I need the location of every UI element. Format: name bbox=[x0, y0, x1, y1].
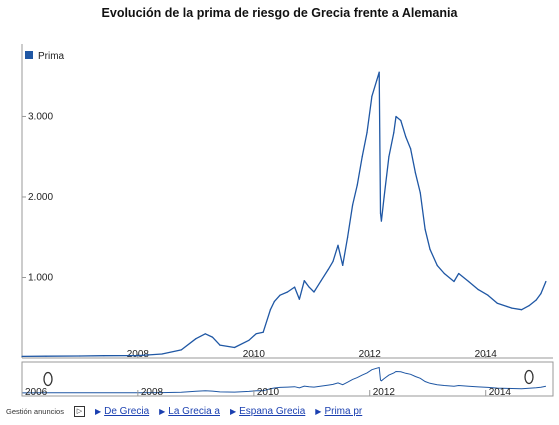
data-point bbox=[294, 286, 296, 288]
data-point bbox=[400, 119, 402, 122]
data-point bbox=[540, 293, 542, 295]
data-point bbox=[352, 204, 354, 206]
data-point bbox=[347, 236, 349, 238]
ad-link-3[interactable]: Espana Grecia bbox=[230, 406, 305, 417]
navigator-tick-label: 2014 bbox=[489, 387, 512, 398]
data-point bbox=[180, 349, 182, 351]
x-tick-label: 2008 bbox=[127, 349, 150, 360]
data-point bbox=[356, 184, 358, 186]
data-point bbox=[313, 291, 315, 293]
data-point bbox=[376, 79, 378, 81]
data-point bbox=[388, 156, 390, 158]
main-axes: 1.000 2.000 3.000 2008 2010 2012 2014 bbox=[21, 44, 553, 360]
data-point bbox=[528, 305, 530, 307]
data-point bbox=[248, 339, 250, 341]
data-point bbox=[458, 272, 460, 275]
data-point bbox=[361, 156, 363, 158]
data-point bbox=[383, 196, 385, 198]
legend-label-prima: Prima bbox=[38, 51, 65, 62]
data-point bbox=[269, 309, 271, 311]
data-point bbox=[195, 338, 197, 340]
data-point bbox=[161, 353, 163, 355]
data-point bbox=[204, 333, 206, 335]
data-point bbox=[45, 355, 47, 357]
data-point bbox=[545, 280, 547, 283]
data-point bbox=[468, 280, 470, 283]
data-point bbox=[410, 148, 412, 150]
data-point bbox=[521, 309, 523, 311]
data-point bbox=[395, 115, 397, 118]
navigator-tick-label: 2012 bbox=[373, 387, 396, 398]
data-point bbox=[21, 355, 23, 357]
ad-link-1[interactable]: De Grecia bbox=[95, 406, 149, 417]
y-tick-label: 1.000 bbox=[28, 272, 53, 283]
data-point bbox=[337, 244, 339, 246]
data-point bbox=[477, 289, 479, 291]
ad-link-2[interactable]: La Grecia a bbox=[159, 406, 220, 417]
data-point bbox=[378, 71, 380, 73]
data-point bbox=[424, 228, 426, 230]
data-point bbox=[303, 280, 305, 282]
data-point bbox=[273, 301, 275, 303]
x-tick-label: 2010 bbox=[243, 349, 266, 360]
data-point bbox=[535, 299, 537, 301]
data-point bbox=[262, 331, 264, 333]
ads-bar: Gestión anuncios ▷ De Grecia La Grecia a… bbox=[6, 404, 362, 418]
data-point bbox=[219, 344, 221, 346]
data-point bbox=[443, 272, 445, 275]
chart-title: Evolución de la prima de riesgo de Greci… bbox=[101, 6, 458, 20]
x-tick-label: 2014 bbox=[475, 349, 498, 360]
data-point bbox=[419, 192, 421, 194]
navigator-tick-label: 2008 bbox=[141, 387, 164, 398]
data-point bbox=[506, 305, 508, 308]
data-point bbox=[379, 212, 382, 214]
data-point bbox=[393, 132, 395, 134]
data-point bbox=[320, 280, 322, 282]
navigator-tick-label: 2006 bbox=[25, 387, 48, 398]
navigator-right-handle[interactable] bbox=[524, 369, 534, 385]
data-point bbox=[233, 346, 236, 349]
navigator-left-handle[interactable] bbox=[43, 371, 53, 387]
data-point bbox=[414, 172, 416, 174]
data-point bbox=[211, 336, 213, 338]
data-point bbox=[137, 355, 139, 357]
navigator-tick-label: 2010 bbox=[257, 387, 280, 398]
data-point bbox=[496, 302, 498, 304]
ad-choices-icon[interactable]: ▷ bbox=[73, 405, 85, 417]
x-tick-label: 2012 bbox=[359, 349, 382, 360]
legend: Prima bbox=[25, 51, 65, 62]
data-point bbox=[405, 136, 407, 138]
ads-label: Gestión anuncios bbox=[6, 406, 64, 416]
data-point bbox=[453, 280, 455, 283]
range-navigator[interactable]: 2006 2008 2010 2012 2014 bbox=[21, 361, 554, 398]
data-point bbox=[279, 294, 281, 296]
data-point bbox=[429, 248, 431, 250]
ad-link-4[interactable]: Prima pr bbox=[315, 406, 362, 417]
data-point bbox=[511, 307, 513, 309]
data-point bbox=[327, 268, 329, 270]
data-point bbox=[286, 291, 289, 293]
data-point bbox=[342, 264, 344, 266]
data-point bbox=[332, 260, 334, 262]
y-tick-label: 2.000 bbox=[28, 192, 53, 203]
data-point bbox=[103, 355, 105, 357]
main-series bbox=[21, 71, 547, 358]
series-line-prima bbox=[21, 71, 547, 358]
data-point bbox=[436, 264, 438, 266]
navigator-frame bbox=[21, 361, 554, 397]
data-point bbox=[487, 294, 489, 296]
navigator-series-line bbox=[21, 366, 547, 394]
y-tick-label: 3.000 bbox=[28, 111, 53, 122]
data-point bbox=[380, 220, 382, 222]
data-point bbox=[79, 355, 81, 357]
data-point bbox=[371, 95, 373, 97]
data-point bbox=[308, 286, 310, 288]
data-point bbox=[298, 298, 300, 300]
data-point bbox=[366, 132, 368, 134]
legend-swatch-prima bbox=[25, 51, 33, 59]
data-point bbox=[255, 333, 257, 335]
